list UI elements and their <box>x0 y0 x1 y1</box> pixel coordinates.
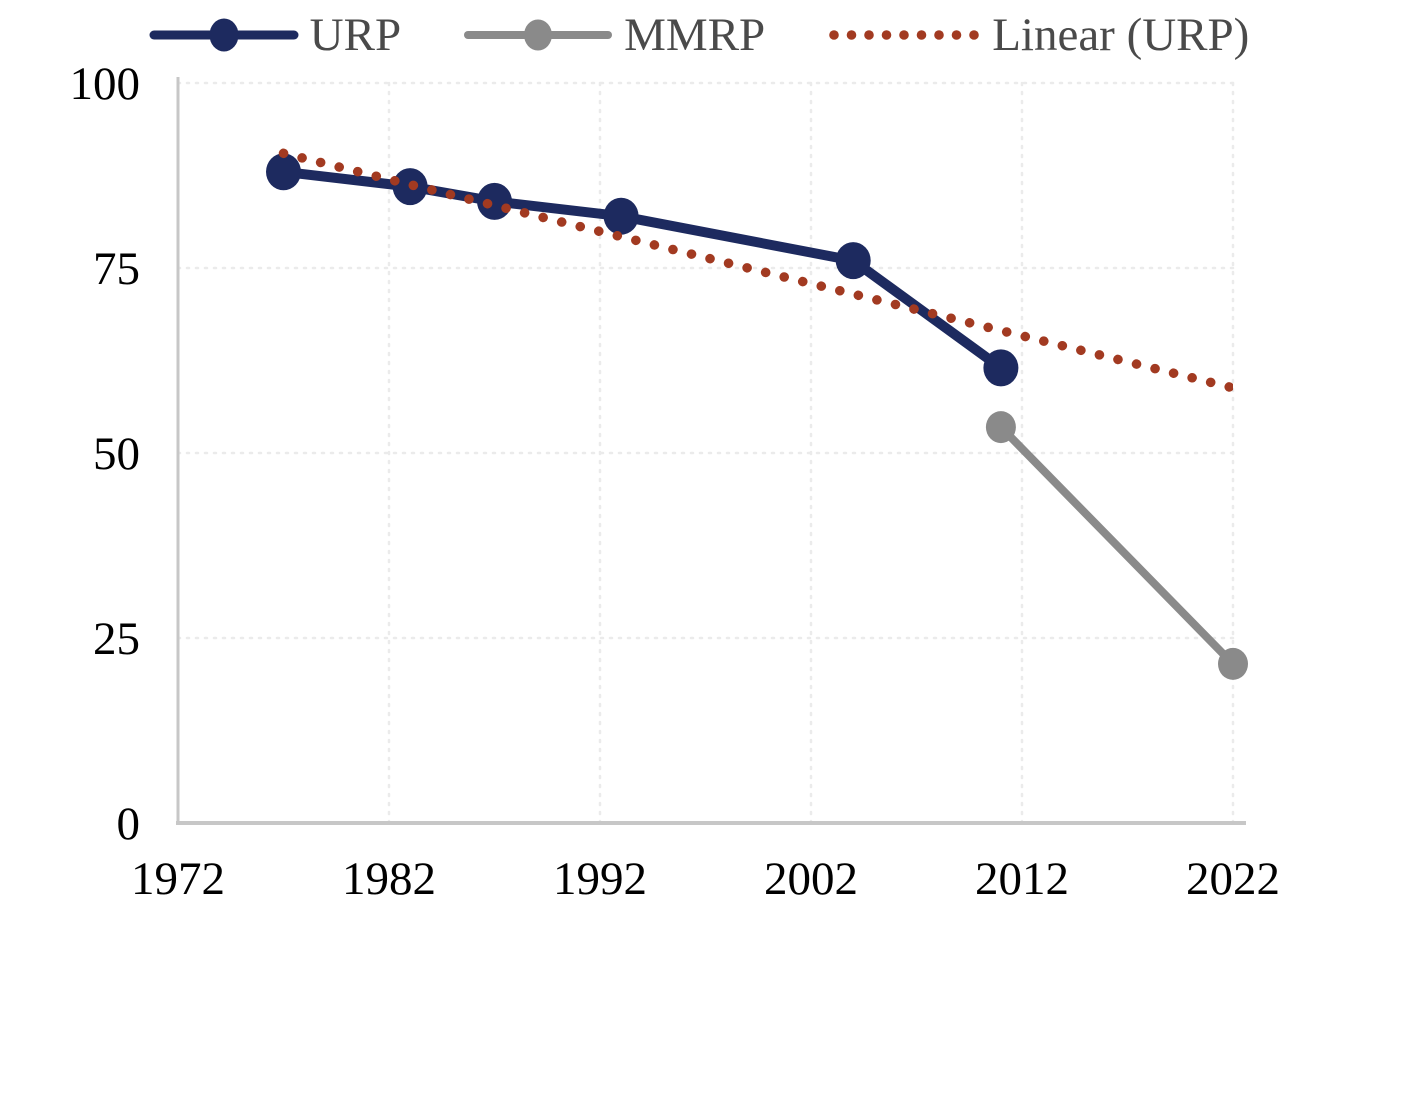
legend-label-linear-urp: Linear (URP) <box>992 8 1250 61</box>
mmrp-marker-2011 <box>985 411 1016 444</box>
y-tick-label-25: 25 <box>93 613 140 665</box>
mmrp-line-marker-swatch <box>464 19 613 51</box>
trend-swatch-dot <box>951 30 962 40</box>
legend-label-mmrp: MMRP <box>624 8 766 61</box>
urp-series-line <box>278 166 1006 373</box>
linear-urp-dotted-swatch <box>829 30 979 40</box>
trend-swatch-dot <box>934 30 944 40</box>
y-tick-label-100: 100 <box>70 58 141 110</box>
trend-swatch-dot <box>829 30 839 40</box>
trend-swatch-dot <box>881 30 892 40</box>
y-tick-label-0: 0 <box>117 798 141 850</box>
legend-item-urp: URP <box>149 11 401 59</box>
trend-swatch-dot <box>916 30 927 40</box>
trend-swatch-dot <box>864 30 874 40</box>
chart-legend: URP MMRP Linear (URP) <box>0 0 1428 70</box>
trend-swatch-dot <box>899 30 909 40</box>
legend-label-urp: URP <box>309 8 402 61</box>
urp-swatch-marker <box>209 18 239 52</box>
x-tick-label-2012: 2012 <box>975 853 1069 905</box>
mmrp-marker-2022 <box>1218 647 1248 680</box>
legend-item-mmrp: MMRP <box>463 11 765 59</box>
x-tick-label-1992: 1992 <box>553 853 647 905</box>
urp-marker-1977 <box>266 153 301 191</box>
trend-swatch-dot <box>846 30 857 40</box>
y-tick-label-75: 75 <box>93 243 140 295</box>
urp-marker-2004 <box>835 242 871 280</box>
legend-item-linear-urp: Linear (URP) <box>827 11 1249 59</box>
urp-marker-2011 <box>983 349 1019 387</box>
y-tick-label-50: 50 <box>93 428 140 480</box>
mmrp-series-line <box>996 423 1237 668</box>
urp-marker-1993 <box>603 197 639 235</box>
mmrp-swatch-marker <box>524 19 553 51</box>
urp-line-marker-swatch <box>149 18 299 52</box>
trend-swatch-dot <box>969 30 979 40</box>
urp-marker-1987 <box>477 182 512 220</box>
x-tick-label-1972: 1972 <box>131 853 225 905</box>
x-tick-label-2002: 2002 <box>764 853 858 905</box>
x-tick-label-1982: 1982 <box>342 853 436 905</box>
x-tick-label-2022: 2022 <box>1186 853 1280 905</box>
